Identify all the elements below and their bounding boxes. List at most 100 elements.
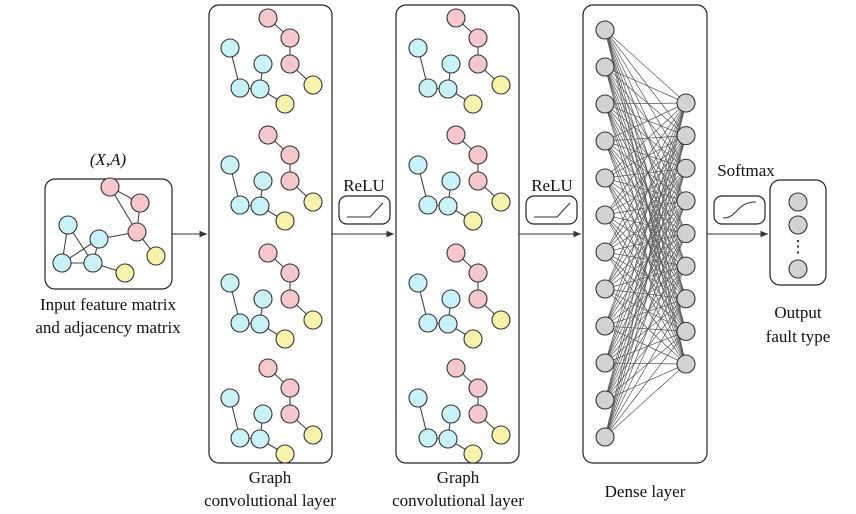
graph-node-yellow	[491, 310, 511, 330]
graph-node-cyan	[230, 428, 250, 448]
graph-node-pink	[468, 28, 488, 48]
relu-2-label: ReLU	[531, 176, 573, 195]
relu-2-box	[525, 195, 578, 225]
graph-node-cyan	[441, 404, 461, 424]
graph-node-yellow	[463, 444, 483, 464]
graph-node-pink	[468, 145, 488, 165]
dense-hidden-neuron-3	[676, 158, 696, 178]
graph-node-pink	[280, 378, 300, 398]
graph-node-cyan	[438, 196, 458, 216]
graph-node-pink	[258, 125, 278, 145]
graph-node-cyan	[408, 273, 428, 293]
dense-input-neuron-2	[595, 57, 615, 77]
softmax-icon	[722, 201, 757, 219]
graph-node-pink	[468, 54, 488, 74]
graph-node-cyan	[418, 195, 438, 215]
graph-node-cyan	[418, 428, 438, 448]
graph-node-cyan	[438, 429, 458, 449]
output-neuron-1	[788, 192, 808, 212]
gcn-layer-1-box	[208, 4, 333, 464]
graph-node-yellow	[491, 425, 511, 445]
input-graph-node-yellow	[146, 246, 166, 266]
graph-node-yellow	[303, 425, 323, 445]
dense-input-neuron-5	[595, 168, 615, 188]
graph-node-yellow	[463, 211, 483, 231]
graph-node-cyan	[441, 171, 461, 191]
graph-node-cyan	[220, 155, 240, 175]
graph-node-pink	[468, 289, 488, 309]
graph-node-yellow	[303, 310, 323, 330]
dense-input-neuron-6	[595, 205, 615, 225]
graph-node-cyan	[438, 79, 458, 99]
graph-node-cyan	[418, 78, 438, 98]
graph-node-pink	[280, 404, 300, 424]
input-graph-node-cyan	[58, 215, 78, 235]
graph-node-pink	[280, 171, 300, 191]
graph-node-pink	[468, 378, 488, 398]
graph-node-yellow	[275, 444, 295, 464]
graph-node-cyan	[250, 79, 270, 99]
graph-node-pink	[446, 243, 466, 263]
graph-node-cyan	[408, 155, 428, 175]
input-graph-node-cyan	[89, 229, 109, 249]
dense-input-neuron-12	[595, 427, 615, 447]
gcn-layer-1-label-line2: convolutional layer	[204, 491, 336, 510]
input-label-line1: Input feature matrix	[40, 295, 176, 314]
graph-node-cyan	[408, 38, 428, 58]
output-label-line2: fault type	[766, 327, 831, 346]
graph-node-cyan	[230, 195, 250, 215]
dense-input-neuron-10	[595, 353, 615, 373]
dense-hidden-neuron-2	[676, 126, 696, 146]
dense-hidden-neuron-7	[676, 289, 696, 309]
dense-layer-connections	[604, 29, 687, 438]
relu-2-icon	[534, 202, 571, 218]
graph-node-pink	[468, 263, 488, 283]
graph-node-yellow	[303, 192, 323, 212]
graph-node-pink	[280, 145, 300, 165]
output-label-line1: Output	[774, 303, 822, 322]
graph-node-pink	[446, 125, 466, 145]
gcn-layer-1-graphs	[220, 8, 323, 464]
graph-node-yellow	[491, 192, 511, 212]
graph-node-cyan	[438, 314, 458, 334]
graph-node-yellow	[463, 94, 483, 114]
graph-node-pink	[446, 358, 466, 378]
graph-node-pink	[280, 263, 300, 283]
graph-node-pink	[468, 171, 488, 191]
graph-node-cyan	[253, 289, 273, 309]
graph-node-cyan	[250, 314, 270, 334]
graph-node-yellow	[463, 329, 483, 349]
graph-node-cyan	[441, 54, 461, 74]
graph-node-pink	[468, 404, 488, 424]
output-neuron-2	[788, 215, 808, 235]
graph-node-pink	[280, 289, 300, 309]
dense-input-neuron-7	[595, 242, 615, 262]
graph-node-cyan	[250, 429, 270, 449]
relu-1-box	[338, 195, 391, 225]
graph-node-yellow	[303, 75, 323, 95]
graph-node-cyan	[253, 404, 273, 424]
dense-hidden-neuron-8	[676, 321, 696, 341]
dense-input-neuron-9	[595, 316, 615, 336]
input-symbol: (X,A)	[90, 150, 127, 169]
gcn-layer-1-label-line1: Graph	[249, 468, 292, 487]
relu-1-label: ReLU	[343, 176, 385, 195]
graph-node-cyan	[253, 171, 273, 191]
softmax-box	[713, 195, 766, 225]
dense-hidden-neuron-1	[676, 93, 696, 113]
graph-node-cyan	[230, 313, 250, 333]
graph-node-cyan	[418, 313, 438, 333]
input-graph-node-cyan	[83, 253, 103, 273]
graph-node-yellow	[275, 94, 295, 114]
dense-input-neuron-4	[595, 131, 615, 151]
graph-node-cyan	[220, 38, 240, 58]
input-graph-node-pink	[130, 193, 150, 213]
graph-node-pink	[258, 358, 278, 378]
dense-layer-label: Dense layer	[605, 482, 686, 501]
graph-node-cyan	[408, 388, 428, 408]
graph-node-yellow	[275, 329, 295, 349]
dense-input-neuron-1	[595, 20, 615, 40]
relu-1-icon	[347, 202, 384, 218]
dense-input-neuron-8	[595, 279, 615, 299]
